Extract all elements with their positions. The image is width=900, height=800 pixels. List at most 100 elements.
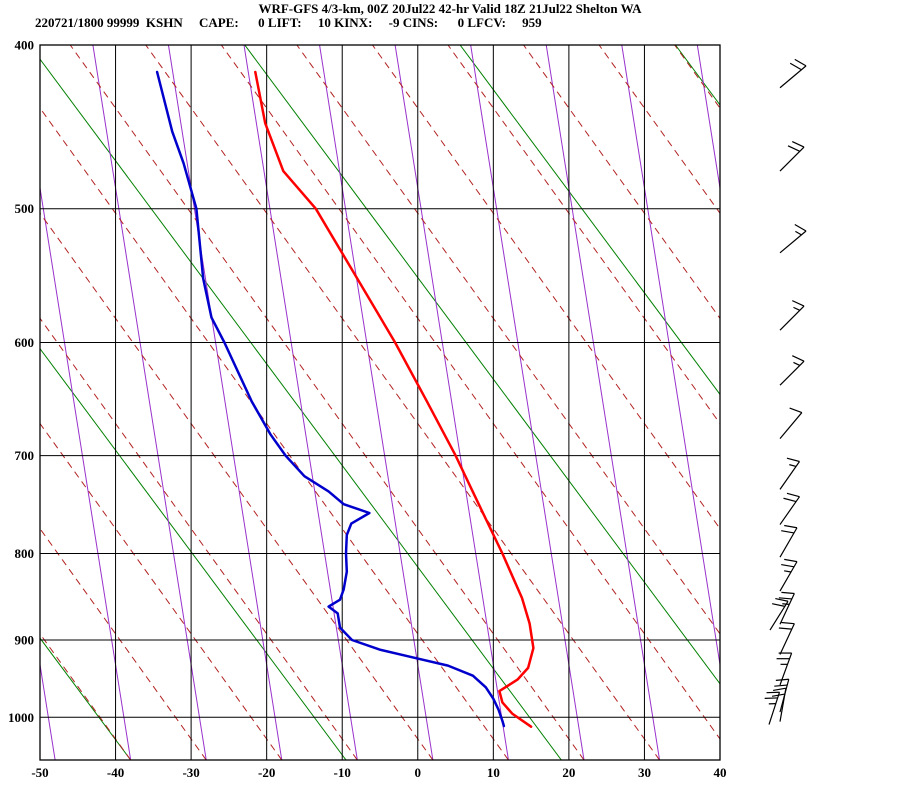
mixing-ratio-line: [40, 661, 56, 760]
wind-barb: [779, 58, 807, 89]
dry-adiabat-line: [40, 317, 358, 760]
barb-feather: [781, 530, 795, 534]
barb-feather: [786, 492, 800, 498]
barb-feather: [792, 300, 805, 307]
chart-title: WRF-GFS 4/3-km, 00Z 20Jul22 42-hr Valid …: [258, 1, 642, 16]
moist-adiabat-line: [40, 347, 347, 760]
wind-barb: [779, 457, 800, 490]
background-lines: [40, 45, 900, 760]
mixing-ratio-line: [696, 45, 720, 192]
wind-barb: [779, 141, 805, 172]
mixing-ratio-line: [621, 45, 720, 668]
temp-tick-label: -10: [334, 765, 351, 780]
barb-staff: [769, 600, 789, 631]
dry-adiabat-line: [40, 632, 132, 760]
barb-feather: [772, 687, 787, 692]
wind-barb: [764, 691, 781, 725]
barb-feather: [787, 145, 801, 152]
dry-adiabat-line: [40, 422, 283, 760]
barb-half-feather: [784, 570, 792, 573]
temp-tick-label: 10: [487, 765, 500, 780]
mixing-ratio-line: [394, 45, 509, 760]
wind-barb: [779, 492, 800, 525]
barb-feather: [789, 407, 803, 414]
barb-feather: [794, 223, 807, 232]
wind-barbs: [764, 58, 807, 725]
pressure-tick-label: 600: [15, 335, 35, 350]
barb-staff: [779, 496, 800, 525]
barb-staff: [779, 412, 803, 439]
moist-adiabat-line: [40, 637, 132, 760]
barb-feather: [794, 58, 807, 67]
barb-feather: [781, 591, 795, 595]
barb-staff: [779, 65, 807, 89]
barb-feather: [784, 524, 798, 529]
barb-staff: [779, 461, 800, 490]
dry-adiabat-line: [523, 45, 720, 320]
wind-barb: [778, 621, 795, 655]
dry-adiabat-line: [447, 45, 720, 425]
temp-tick-label: -50: [31, 765, 48, 780]
dry-adiabat-line: [296, 45, 720, 635]
grid: [39, 44, 721, 761]
temp-tick-label: -20: [258, 765, 275, 780]
pressure-tick-label: 500: [15, 201, 35, 216]
barb-feather: [789, 62, 802, 71]
pressure-tick-label: 1000: [8, 710, 34, 725]
barb-feather: [783, 497, 797, 503]
pressure-tick-label: 900: [15, 632, 35, 647]
dry-adiabat-line: [40, 107, 509, 760]
dry-adiabat-line: [220, 45, 720, 740]
barb-staff: [779, 688, 787, 722]
barb-feather: [781, 621, 795, 625]
barb-feather: [778, 627, 792, 630]
mixing-ratio-line: [545, 45, 661, 760]
dry-adiabat-line: [40, 212, 434, 760]
barb-feather: [775, 597, 789, 602]
barb-feather: [792, 355, 805, 362]
barb-feather: [792, 141, 805, 148]
barb-staff: [779, 527, 798, 558]
barb-half-feather: [793, 361, 801, 366]
barb-staff: [779, 561, 798, 592]
barb-feather: [771, 603, 785, 607]
barb-staff: [779, 305, 805, 331]
temperature-curve: [254, 70, 535, 728]
temp-tick-label: 0: [415, 765, 422, 780]
wind-barb: [779, 558, 798, 592]
wind-barb: [769, 597, 789, 631]
moist-adiabat-line: [244, 45, 720, 685]
wind-barb: [779, 407, 803, 439]
barb-feather: [774, 684, 788, 687]
barb-staff: [779, 146, 805, 172]
barb-staff: [768, 692, 781, 725]
temp-tick-label: 30: [638, 765, 651, 780]
barb-half-feather: [795, 230, 802, 236]
wind-barb: [779, 355, 805, 386]
mixing-ratio-line: [470, 45, 585, 760]
barb-feather: [781, 563, 795, 568]
dry-adiabat-line: [598, 45, 720, 215]
moist-adiabat-line: [40, 58, 562, 760]
wind-barb: [779, 524, 798, 558]
dry-adiabat-line: [69, 45, 585, 760]
mixing-ratio-line: [167, 45, 283, 760]
mixing-ratio-line: [319, 45, 434, 760]
dry-adiabat-line: [145, 45, 660, 760]
dewpoint-curve: [155, 70, 506, 728]
wind-barb: [779, 300, 805, 331]
mixing-ratio-line: [243, 45, 358, 760]
dry-adiabat-line: [40, 527, 207, 760]
barb-feather: [786, 457, 800, 463]
wind-barb: [778, 591, 795, 625]
station-stats-line: 220721/1800 99999 KSHN CAPE: 0 LIFT: 10 …: [35, 15, 542, 30]
barb-staff: [779, 623, 795, 655]
temp-tick-label: -40: [107, 765, 124, 780]
dry-adiabat-line: [750, 45, 900, 760]
barb-feather: [778, 597, 792, 600]
barb-staff: [779, 593, 795, 625]
temp-tick-label: 40: [714, 765, 727, 780]
temp-tick-label: 20: [562, 765, 575, 780]
